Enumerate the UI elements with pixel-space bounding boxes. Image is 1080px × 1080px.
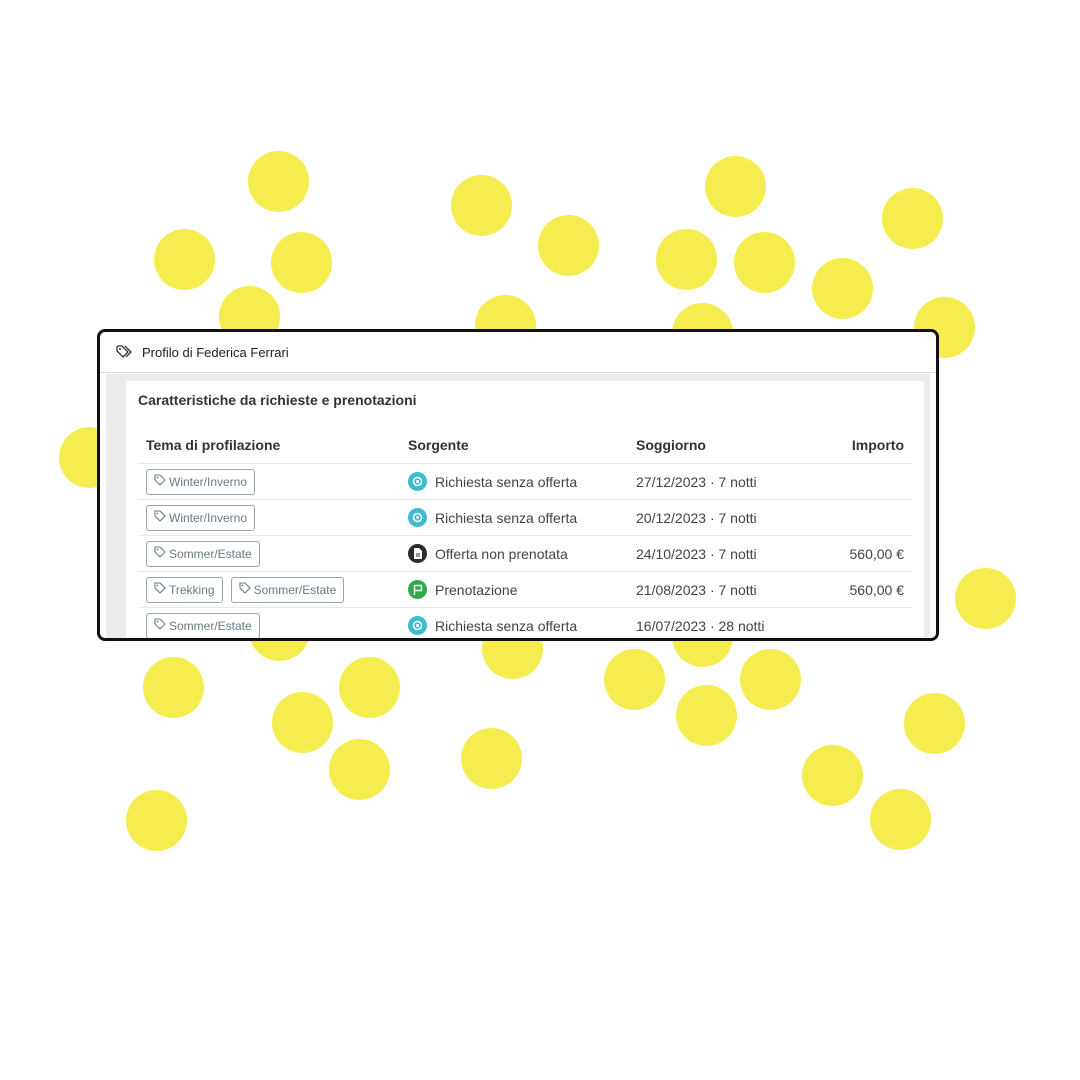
target-icon [408, 616, 427, 635]
yellow-dot [339, 657, 400, 718]
stay-cell: 21/08/2023 · 7 notti [636, 581, 757, 598]
profile-window: Profilo di Federica Ferrari Caratteristi… [97, 329, 939, 641]
yellow-dot [329, 739, 390, 800]
tema-cell: Sommer/Estate [138, 612, 408, 638]
table-header: Tema di profilazione Sorgente Soggiorno … [138, 425, 912, 464]
col-tema: Tema di profilazione [146, 437, 281, 453]
table-row[interactable]: Sommer/Estate Richiesta senza offerta 16… [138, 608, 912, 638]
source-label: Richiesta senza offerta [435, 473, 578, 490]
profile-tag[interactable]: Sommer/Estate [146, 612, 260, 638]
col-soggiorno: Soggiorno [636, 437, 706, 453]
target-icon [408, 472, 427, 491]
profile-tag[interactable]: Sommer/Estate [146, 540, 260, 567]
yellow-dot [955, 568, 1016, 629]
source-label: Prenotazione [435, 581, 518, 598]
yellow-dot [461, 728, 522, 789]
amount-cell: 560,00 € [849, 545, 905, 562]
yellow-dot [126, 790, 187, 851]
yellow-dot [604, 649, 665, 710]
yellow-dot [734, 232, 795, 293]
tags-icon [116, 345, 132, 358]
table-row[interactable]: Sommer/Estate Offerta non prenotata 24/1… [138, 536, 912, 572]
yellow-dot [740, 649, 801, 710]
tag-icon [154, 582, 166, 597]
yellow-dot [802, 745, 863, 806]
tag-icon [154, 474, 166, 489]
profile-tag[interactable]: Winter/Inverno [146, 504, 256, 531]
flag-icon [408, 580, 427, 599]
source-cell: Richiesta senza offerta [408, 616, 636, 635]
yellow-dot [143, 657, 204, 718]
window-title: Profilo di Federica Ferrari [142, 344, 289, 360]
source-label: Richiesta senza offerta [435, 617, 578, 634]
characteristics-panel: Caratteristiche da richieste e prenotazi… [126, 381, 924, 638]
source-label: Richiesta senza offerta [435, 509, 578, 526]
source-cell: Prenotazione [408, 580, 636, 599]
yellow-dot [154, 229, 215, 290]
table-row[interactable]: Trekking Sommer/Estate Prenotazione 21/08… [138, 572, 912, 608]
stay-cell: 24/10/2023 · 7 notti [636, 545, 757, 562]
table-row[interactable]: Winter/Inverno Richiesta senza offerta 2… [138, 500, 912, 536]
tema-cell: Winter/Inverno [138, 504, 408, 531]
yellow-dot [451, 175, 512, 236]
stay-cell: 16/07/2023 · 28 notti [636, 617, 765, 634]
source-cell: Offerta non prenotata [408, 544, 636, 563]
source-cell: Richiesta senza offerta [408, 508, 636, 527]
yellow-dot [870, 789, 931, 850]
source-cell: Richiesta senza offerta [408, 472, 636, 491]
tag-icon [154, 546, 166, 561]
col-importo: Importo [851, 437, 904, 453]
yellow-dot [656, 229, 717, 290]
profile-tag[interactable]: Trekking [146, 576, 223, 603]
yellow-dot [676, 685, 737, 746]
tag-icon [239, 582, 251, 597]
yellow-dot [904, 693, 965, 754]
profile-tag[interactable]: Sommer/Estate [230, 576, 345, 603]
yellow-dot [882, 188, 943, 249]
tema-cell: Winter/Inverno [138, 468, 408, 495]
yellow-dot [271, 232, 332, 293]
tema-cell: Sommer/Estate [138, 540, 408, 567]
tema-cell: Trekking Sommer/Estate [138, 576, 408, 603]
stay-cell: 20/12/2023 · 7 notti [636, 509, 757, 526]
panel-title: Caratteristiche da richieste e prenotazi… [138, 392, 417, 408]
amount-cell: 560,00 € [849, 581, 905, 598]
yellow-dot [705, 156, 766, 217]
yellow-dot [538, 215, 599, 276]
tag-icon [154, 510, 166, 525]
target-icon [408, 508, 427, 527]
yellow-dot [248, 151, 309, 212]
window-body: Caratteristiche da richieste e prenotazi… [106, 374, 930, 638]
document-icon [408, 544, 427, 563]
window-header: Profilo di Federica Ferrari [100, 332, 936, 373]
profile-tag[interactable]: Winter/Inverno [146, 468, 256, 495]
col-sorgente: Sorgente [408, 437, 469, 453]
tag-icon [154, 618, 166, 633]
table-row[interactable]: Winter/Inverno Richiesta senza offerta 2… [138, 464, 912, 500]
yellow-dot [812, 258, 873, 319]
source-label: Offerta non prenotata [435, 545, 568, 562]
stay-cell: 27/12/2023 · 7 notti [636, 473, 757, 490]
yellow-dot [272, 692, 333, 753]
